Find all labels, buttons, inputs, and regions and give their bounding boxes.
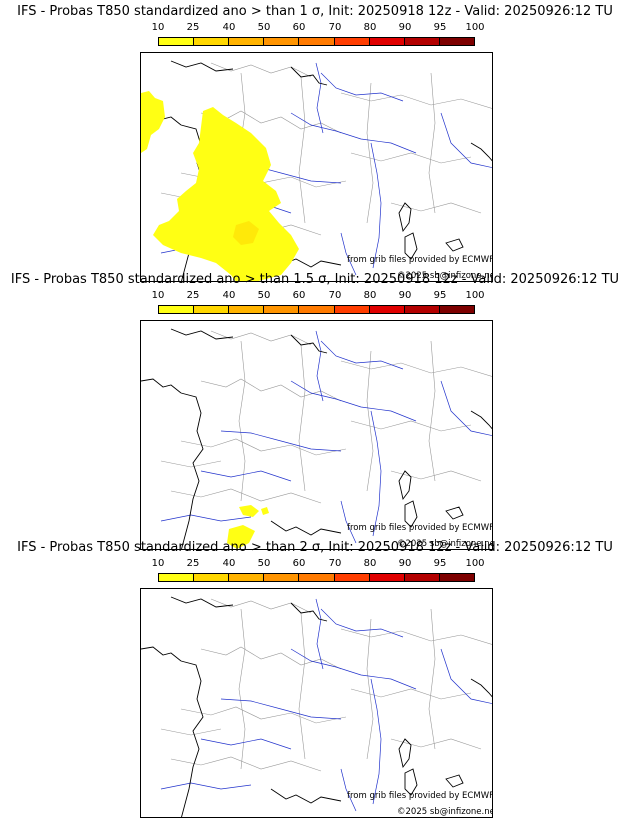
colorbar-tick-label: 100	[465, 22, 485, 33]
panel-title: IFS - Probas T850 standardized ano > tha…	[17, 4, 613, 19]
credit-source: from grib files provided by ECMWF	[347, 255, 493, 265]
credit-site: ©2025 sb@infizone.net	[397, 807, 493, 817]
colorbar-ticks: 10 25 40 50 60 70 80 90 95 100	[140, 22, 485, 35]
colorbar-segment	[159, 38, 195, 45]
admin-borders	[160, 330, 492, 504]
colorbar-tick-label: 40	[222, 22, 236, 33]
colorbar-segment	[229, 38, 265, 45]
colorbar-segment	[334, 574, 370, 581]
colorbar-tick-label: 60	[292, 290, 306, 301]
colorbar	[158, 305, 475, 314]
colorbar-tick-label: 50	[257, 22, 271, 33]
colorbar-tick-label: 80	[363, 558, 377, 569]
map-panel-3: IFS - Probas T850 standardized ano > tha…	[0, 540, 630, 818]
colorbar-segment	[334, 38, 370, 45]
coastline	[141, 596, 492, 817]
colorbar-tick-label: 70	[328, 290, 342, 301]
colorbar-segment	[369, 306, 405, 313]
colorbar-tick-label: 70	[328, 558, 342, 569]
colorbar-segment	[264, 38, 300, 45]
colorbar-segment	[369, 38, 405, 45]
credit-source: from grib files provided by ECMWF	[347, 523, 493, 533]
probability-area	[227, 505, 269, 549]
map-panel-1: IFS - Probas T850 standardized ano > tha…	[0, 4, 630, 282]
rivers	[160, 330, 492, 544]
colorbar-segment	[159, 306, 195, 313]
colorbar-segment	[439, 306, 474, 313]
colorbar	[158, 573, 475, 582]
colorbar-segment	[369, 574, 405, 581]
probability-map: from grib files provided by ECMWF ©2025 …	[140, 320, 493, 550]
colorbar-segment	[439, 574, 474, 581]
probability-map: from grib files provided by ECMWF ©2025 …	[140, 52, 493, 282]
colorbar-tick-label: 60	[292, 558, 306, 569]
colorbar-segment	[194, 574, 230, 581]
probability-map: from grib files provided by ECMWF ©2025 …	[140, 588, 493, 818]
colorbar-segment	[299, 574, 335, 581]
rivers	[160, 598, 492, 812]
colorbar-segment	[229, 306, 265, 313]
colorbar-tick-label: 90	[398, 290, 412, 301]
colorbar	[158, 37, 475, 46]
colorbar-tick-label: 10	[151, 22, 165, 33]
map-canvas: from grib files provided by ECMWF ©2025 …	[141, 328, 493, 549]
colorbar-tick-label: 95	[433, 290, 447, 301]
credit-site: ©2025 sb@infizone.net	[397, 539, 493, 549]
colorbar-tick-label: 100	[465, 290, 485, 301]
colorbar-segment	[159, 574, 195, 581]
colorbar-tick-label: 100	[465, 558, 485, 569]
colorbar-segment	[229, 574, 265, 581]
colorbar-segment	[334, 306, 370, 313]
colorbar-tick-label: 95	[433, 22, 447, 33]
map-canvas: from grib files provided by ECMWF ©2025 …	[141, 60, 493, 281]
colorbar-tick-label: 95	[433, 558, 447, 569]
colorbar-segment	[194, 306, 230, 313]
coastline	[141, 328, 492, 549]
colorbar-tick-label: 10	[151, 558, 165, 569]
colorbar-segment	[404, 38, 440, 45]
colorbar-segment	[299, 38, 335, 45]
colorbar-ticks: 10 25 40 50 60 70 80 90 95 100	[140, 558, 485, 571]
colorbar-tick-label: 10	[151, 290, 165, 301]
panel-title: IFS - Probas T850 standardized ano > tha…	[17, 540, 613, 555]
colorbar-tick-label: 25	[186, 558, 200, 569]
probability-core	[233, 221, 259, 245]
colorbar-segment	[404, 574, 440, 581]
colorbar-tick-label: 60	[292, 22, 306, 33]
colorbar-segment	[264, 306, 300, 313]
colorbar-segment	[439, 38, 474, 45]
colorbar-segment	[299, 306, 335, 313]
colorbar-tick-label: 90	[398, 558, 412, 569]
colorbar-segment	[194, 38, 230, 45]
colorbar-tick-label: 25	[186, 290, 200, 301]
colorbar-tick-label: 50	[257, 290, 271, 301]
colorbar-tick-label: 80	[363, 290, 377, 301]
credit-site: ©2025 sb@infizone.net	[397, 271, 493, 281]
panel-title: IFS - Probas T850 standardized ano > tha…	[10, 272, 620, 287]
colorbar-segment	[264, 574, 300, 581]
colorbar-tick-label: 40	[222, 290, 236, 301]
credit-source: from grib files provided by ECMWF	[347, 791, 493, 801]
admin-borders	[160, 598, 492, 772]
map-panel-2: IFS - Probas T850 standardized ano > tha…	[0, 272, 630, 550]
map-canvas: from grib files provided by ECMWF ©2025 …	[141, 596, 493, 817]
colorbar-tick-label: 80	[363, 22, 377, 33]
colorbar-ticks: 10 25 40 50 60 70 80 90 95 100	[140, 290, 485, 303]
colorbar-tick-label: 40	[222, 558, 236, 569]
colorbar-tick-label: 70	[328, 22, 342, 33]
colorbar-tick-label: 90	[398, 22, 412, 33]
colorbar-tick-label: 50	[257, 558, 271, 569]
colorbar-segment	[404, 306, 440, 313]
probability-area	[141, 91, 299, 281]
colorbar-tick-label: 25	[186, 22, 200, 33]
